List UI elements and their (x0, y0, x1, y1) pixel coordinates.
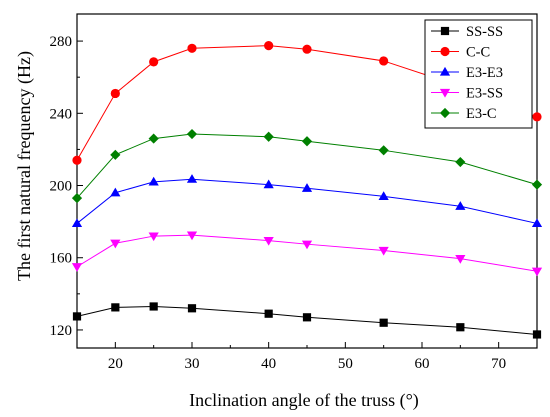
point-E3-SS-20 (110, 239, 121, 249)
legend-label-E3-C: E3-C (466, 106, 497, 122)
x-axis-label: Inclination angle of the truss (°) (189, 390, 419, 411)
x-tick-label-50: 50 (338, 356, 353, 372)
point-C-C-30 (187, 43, 197, 53)
point-E3-SS-75 (531, 267, 543, 277)
point-E3-E3-40 (263, 179, 274, 189)
plot-area: 20 30 40 50 60 70 120 160 200 240 280 (50, 13, 543, 372)
y-tick-label-240: 240 (50, 106, 73, 122)
point-C-C-25 (149, 57, 159, 67)
x-tick-label-30: 30 (185, 356, 200, 372)
point-E3-SS-55 (378, 246, 389, 256)
point-E3-SS-40 (263, 236, 274, 246)
point-SS-SS-20 (111, 303, 120, 312)
point-E3-C-65 (455, 156, 466, 168)
y-tick-label-200: 200 (50, 179, 73, 195)
x-tick-label-60: 60 (415, 356, 430, 372)
series-line-E3-SS (76, 234, 538, 272)
point-E3-C-25 (148, 133, 159, 144)
y-tick-label-160: 160 (50, 251, 73, 267)
point-C-C-40 (264, 40, 274, 51)
legend-marker-SS-SS (440, 26, 450, 36)
legend-marker-E3-C (439, 107, 451, 119)
legend-label-E3-SS: E3-SS (466, 86, 503, 102)
point-E3-C-75 (531, 179, 543, 190)
point-C-C-15 (72, 155, 82, 165)
point-SS-SS-65 (456, 323, 465, 332)
point-SS-SS-45 (302, 313, 312, 322)
point-C-C-55 (379, 56, 389, 66)
point-SS-SS-30 (187, 304, 197, 313)
point-E3-E3-65 (455, 201, 466, 210)
point-E3-SS-45 (301, 240, 313, 250)
legend-label-SS-SS: SS-SS (466, 24, 503, 40)
point-C-C-75 (532, 112, 542, 122)
point-E3-E3-25 (148, 176, 159, 186)
point-E3-E3-30 (186, 174, 198, 183)
point-E3-E3-55 (378, 191, 389, 200)
x-tick-label-20: 20 (108, 356, 123, 372)
point-SS-SS-25 (149, 302, 158, 311)
point-E3-SS-25 (148, 232, 159, 242)
point-E3-E3-15 (71, 218, 83, 228)
point-E3-SS-65 (455, 255, 466, 264)
point-E3-C-40 (263, 131, 274, 142)
point-SS-SS-55 (379, 318, 388, 327)
point-E3-C-30 (186, 128, 198, 140)
legend-label-C-C: C-C (466, 45, 490, 61)
point-E3-C-45 (301, 136, 313, 147)
x-tick-label-70: 70 (491, 356, 506, 372)
legend-label-E3-E3: E3-E3 (466, 65, 503, 81)
legend-marker-C-C (440, 46, 450, 57)
point-E3-C-20 (110, 149, 121, 160)
y-axis-label: The first natural frequency (Hz) (14, 51, 35, 281)
point-E3-SS-30 (186, 231, 198, 241)
x-tick-label-40: 40 (261, 356, 276, 372)
point-E3-E3-45 (301, 183, 313, 192)
point-E3-C-15 (71, 193, 83, 204)
point-C-C-45 (302, 44, 312, 54)
legend-marker-E3-E3 (439, 66, 451, 76)
y-tick-label-280: 280 (50, 34, 73, 50)
point-E3-E3-20 (110, 187, 121, 197)
legend: SS-SS C-C E3-E3 E3-SS E3-C (424, 19, 533, 129)
point-E3-C-55 (378, 145, 389, 156)
point-SS-SS-40 (264, 309, 273, 318)
point-E3-E3-75 (531, 218, 543, 228)
point-C-C-20 (110, 88, 120, 99)
point-SS-SS-15 (72, 312, 82, 321)
y-tick-label-120: 120 (50, 323, 73, 339)
legend-marker-E3-SS (439, 88, 451, 98)
point-E3-SS-15 (71, 263, 83, 272)
point-SS-SS-75 (532, 330, 542, 339)
